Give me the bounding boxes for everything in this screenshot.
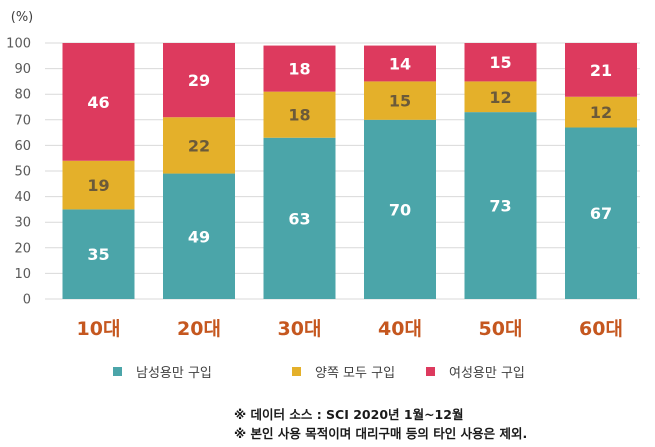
stacked-bar-chart: 0 10 20 30 40 50 60 70 80 90 100 (%) 35 19 46 49 22 29 6… [6, 10, 640, 340]
source-note: ※ 데이터 소스 : SCI 2020년 1월~12월 [234, 407, 464, 422]
x-axis-categories: 10대 20대 30대 40대 50대 60대 [77, 318, 623, 340]
legend-swatch-both [292, 367, 301, 376]
legend-swatch-female-only [426, 367, 435, 376]
data-label: 19 [87, 176, 109, 195]
bars: 35 19 46 49 22 29 63 18 18 70 15 14 73 12 15 67 12 21 [62, 43, 637, 300]
y-tick-label: 40 [14, 190, 31, 205]
legend-label-both: 양쪽 모두 구입 [315, 366, 396, 381]
y-tick-label: 80 [14, 88, 31, 103]
x-tick-label: 10대 [77, 318, 121, 340]
footnotes: ※ 데이터 소스 : SCI 2020년 1월~12월 ※ 본인 사용 목적이며… [234, 405, 644, 443]
bar-segment [163, 173, 235, 299]
y-tick-label: 50 [14, 165, 31, 180]
bar-segment [62, 43, 135, 161]
legend-item-both: 양쪽 모두 구입 [292, 362, 395, 381]
bar-segment [565, 96, 637, 128]
bar-segment [62, 209, 135, 299]
data-label: 70 [389, 200, 411, 219]
data-label: 63 [288, 209, 310, 228]
data-label: 12 [590, 103, 612, 122]
bar-segment [565, 127, 637, 299]
data-label: 29 [188, 71, 210, 90]
y-tick-label: 30 [14, 216, 31, 231]
bar-segment [263, 91, 336, 138]
bar-segment [62, 160, 135, 210]
legend-swatch-male-only [113, 367, 122, 376]
bar-segment [364, 119, 436, 299]
y-tick-label: 90 [14, 62, 31, 77]
gridlines [45, 42, 640, 300]
x-tick-label: 30대 [278, 318, 322, 340]
exclusion-note: ※ 본인 사용 목적이며 대리구매 등의 타인 사용은 제외. [234, 426, 528, 441]
y-tick-label: 20 [14, 241, 31, 256]
y-tick-label: 60 [14, 139, 31, 154]
bar-segment [464, 81, 537, 113]
x-tick-label: 50대 [479, 318, 523, 340]
y-tick-label: 70 [14, 113, 31, 128]
y-tick-label: 10 [14, 267, 31, 282]
data-label: 14 [389, 54, 411, 73]
data-label: 49 [188, 227, 210, 246]
data-label: 22 [188, 136, 210, 155]
y-tick-label: 0 [23, 293, 31, 308]
bar-segment [163, 43, 235, 118]
data-label: 18 [288, 106, 310, 125]
data-label: 12 [489, 88, 511, 107]
bar-segment [464, 43, 537, 82]
legend: 남성용만 구입 양쪽 모두 구입 여성용만 구입 [0, 362, 655, 386]
bar-segment [263, 45, 336, 92]
legend-item-male-only: 남성용만 구입 [113, 362, 212, 381]
legend-label-female-only: 여성용만 구입 [449, 366, 525, 381]
data-label: 15 [389, 92, 411, 111]
x-tick-label: 60대 [579, 318, 623, 340]
data-label: 46 [87, 93, 109, 112]
x-tick-label: 40대 [378, 318, 422, 340]
x-tick-label: 20대 [177, 318, 221, 340]
bar-segment [364, 45, 436, 82]
y-tick-label: 100 [6, 37, 31, 52]
bar-segment [565, 43, 637, 97]
bar-segment [464, 112, 537, 300]
legend-item-female-only: 여성용만 구입 [426, 362, 525, 381]
data-label: 67 [590, 204, 612, 223]
data-label: 73 [489, 197, 511, 216]
data-label: 18 [288, 60, 310, 79]
bar-segment [163, 117, 235, 174]
data-label: 21 [590, 61, 612, 80]
legend-label-male-only: 남성용만 구입 [136, 366, 212, 381]
bar-segment [263, 137, 336, 299]
data-label: 35 [87, 245, 109, 264]
bar-segment [364, 81, 436, 120]
y-axis-label: (%) [11, 10, 34, 25]
data-label: 15 [489, 53, 511, 72]
y-axis: 0 10 20 30 40 50 60 70 80 90 100 [6, 37, 31, 308]
